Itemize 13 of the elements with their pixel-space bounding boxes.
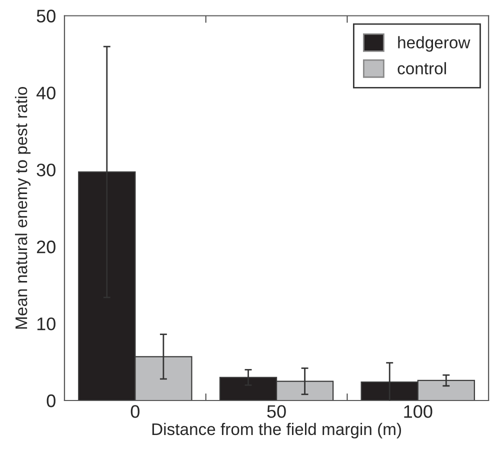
y-tick-label: 20 [36, 240, 56, 254]
x-tick-label: 100 [404, 405, 432, 418]
x-axis-title: Distance from the field margin (m) [152, 422, 401, 438]
y-tick-label: 10 [37, 317, 56, 330]
x-tick-label: 0 [130, 405, 140, 418]
x-tick-label: 50 [267, 405, 286, 418]
y-tick-label: 0 [46, 394, 56, 408]
legend-label: hedgerow [398, 36, 470, 52]
y-tick-label: 40 [36, 86, 56, 100]
y-tick-label: 50 [36, 10, 56, 22]
legend-label: control [398, 62, 446, 74]
y-tick-label: 30 [36, 164, 56, 176]
y-axis-title: Mean natural enemy to pest ratio [14, 86, 31, 329]
